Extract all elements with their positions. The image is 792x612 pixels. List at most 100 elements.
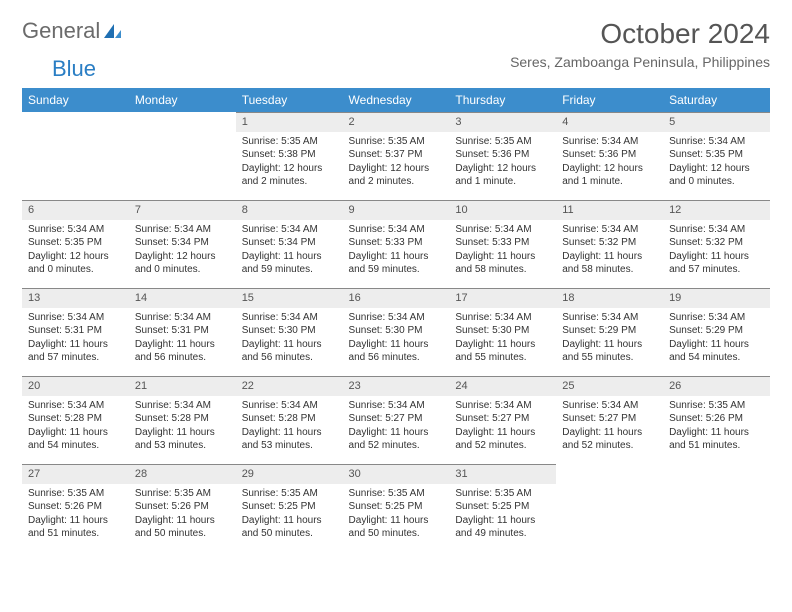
day-content: Sunrise: 5:34 AMSunset: 5:28 PMDaylight:… (236, 396, 343, 457)
sunrise-line: Sunrise: 5:34 AM (669, 135, 764, 149)
day-content: Sunrise: 5:34 AMSunset: 5:33 PMDaylight:… (343, 220, 450, 281)
daylight-line-2: and 56 minutes. (349, 351, 444, 365)
daylight-line-2: and 56 minutes. (135, 351, 230, 365)
day-content: Sunrise: 5:35 AMSunset: 5:25 PMDaylight:… (343, 484, 450, 545)
sunset-line: Sunset: 5:25 PM (242, 500, 337, 514)
daylight-line-2: and 59 minutes. (242, 263, 337, 277)
sunset-line: Sunset: 5:33 PM (349, 236, 444, 250)
calendar-day-cell: 12Sunrise: 5:34 AMSunset: 5:32 PMDayligh… (663, 200, 770, 288)
day-content: Sunrise: 5:34 AMSunset: 5:34 PMDaylight:… (129, 220, 236, 281)
daylight-line-2: and 57 minutes. (669, 263, 764, 277)
calendar-day-cell: 19Sunrise: 5:34 AMSunset: 5:29 PMDayligh… (663, 288, 770, 376)
sunset-line: Sunset: 5:29 PM (669, 324, 764, 338)
logo-text-blue: Blue (52, 56, 96, 82)
daylight-line-2: and 50 minutes. (349, 527, 444, 541)
sunset-line: Sunset: 5:31 PM (135, 324, 230, 338)
day-content: Sunrise: 5:34 AMSunset: 5:30 PMDaylight:… (236, 308, 343, 369)
sunset-line: Sunset: 5:28 PM (28, 412, 123, 426)
daylight-line-2: and 2 minutes. (242, 175, 337, 189)
daylight-line-1: Daylight: 11 hours (28, 338, 123, 352)
day-content: Sunrise: 5:34 AMSunset: 5:31 PMDaylight:… (129, 308, 236, 369)
sunset-line: Sunset: 5:28 PM (242, 412, 337, 426)
day-number: 16 (343, 288, 450, 308)
daylight-line-1: Daylight: 11 hours (242, 426, 337, 440)
calendar-week-row: 13Sunrise: 5:34 AMSunset: 5:31 PMDayligh… (22, 288, 770, 376)
daylight-line-1: Daylight: 11 hours (669, 426, 764, 440)
day-content: Sunrise: 5:35 AMSunset: 5:26 PMDaylight:… (22, 484, 129, 545)
sunrise-line: Sunrise: 5:34 AM (28, 399, 123, 413)
sunrise-line: Sunrise: 5:34 AM (455, 223, 550, 237)
calendar-week-row: 27Sunrise: 5:35 AMSunset: 5:26 PMDayligh… (22, 464, 770, 552)
sunrise-line: Sunrise: 5:35 AM (28, 487, 123, 501)
sunset-line: Sunset: 5:26 PM (28, 500, 123, 514)
sunset-line: Sunset: 5:30 PM (242, 324, 337, 338)
day-content: Sunrise: 5:35 AMSunset: 5:26 PMDaylight:… (663, 396, 770, 457)
daylight-line-1: Daylight: 11 hours (349, 250, 444, 264)
calendar-body: 1Sunrise: 5:35 AMSunset: 5:38 PMDaylight… (22, 112, 770, 552)
daylight-line-1: Daylight: 11 hours (455, 250, 550, 264)
daylight-line-1: Daylight: 12 hours (242, 162, 337, 176)
sunrise-line: Sunrise: 5:34 AM (669, 223, 764, 237)
sunset-line: Sunset: 5:25 PM (455, 500, 550, 514)
calendar-empty-cell (129, 112, 236, 200)
calendar-day-cell: 29Sunrise: 5:35 AMSunset: 5:25 PMDayligh… (236, 464, 343, 552)
calendar-day-cell: 4Sunrise: 5:34 AMSunset: 5:36 PMDaylight… (556, 112, 663, 200)
daylight-line-2: and 51 minutes. (669, 439, 764, 453)
day-content: Sunrise: 5:34 AMSunset: 5:36 PMDaylight:… (556, 132, 663, 193)
day-content: Sunrise: 5:35 AMSunset: 5:38 PMDaylight:… (236, 132, 343, 193)
calendar-day-cell: 21Sunrise: 5:34 AMSunset: 5:28 PMDayligh… (129, 376, 236, 464)
day-content: Sunrise: 5:34 AMSunset: 5:32 PMDaylight:… (556, 220, 663, 281)
day-content: Sunrise: 5:34 AMSunset: 5:31 PMDaylight:… (22, 308, 129, 369)
day-number: 23 (343, 376, 450, 396)
day-number: 31 (449, 464, 556, 484)
calendar-empty-cell (22, 112, 129, 200)
day-number: 26 (663, 376, 770, 396)
daylight-line-2: and 57 minutes. (28, 351, 123, 365)
calendar-empty-cell (556, 464, 663, 552)
sunset-line: Sunset: 5:30 PM (455, 324, 550, 338)
weekday-header: Monday (129, 88, 236, 112)
logo: General (22, 18, 122, 44)
month-title: October 2024 (510, 18, 770, 50)
calendar-day-cell: 14Sunrise: 5:34 AMSunset: 5:31 PMDayligh… (129, 288, 236, 376)
daylight-line-2: and 50 minutes. (242, 527, 337, 541)
day-number: 4 (556, 112, 663, 132)
daylight-line-1: Daylight: 11 hours (28, 514, 123, 528)
daylight-line-2: and 1 minute. (562, 175, 657, 189)
logo-sail-icon (102, 22, 122, 40)
sunrise-line: Sunrise: 5:34 AM (242, 311, 337, 325)
day-number: 29 (236, 464, 343, 484)
calendar-day-cell: 10Sunrise: 5:34 AMSunset: 5:33 PMDayligh… (449, 200, 556, 288)
day-content: Sunrise: 5:35 AMSunset: 5:36 PMDaylight:… (449, 132, 556, 193)
calendar-day-cell: 23Sunrise: 5:34 AMSunset: 5:27 PMDayligh… (343, 376, 450, 464)
day-number: 5 (663, 112, 770, 132)
calendar-day-cell: 8Sunrise: 5:34 AMSunset: 5:34 PMDaylight… (236, 200, 343, 288)
day-number: 6 (22, 200, 129, 220)
sunset-line: Sunset: 5:37 PM (349, 148, 444, 162)
daylight-line-2: and 1 minute. (455, 175, 550, 189)
day-number: 19 (663, 288, 770, 308)
daylight-line-1: Daylight: 11 hours (562, 250, 657, 264)
sunset-line: Sunset: 5:36 PM (455, 148, 550, 162)
daylight-line-1: Daylight: 12 hours (562, 162, 657, 176)
sunset-line: Sunset: 5:30 PM (349, 324, 444, 338)
sunrise-line: Sunrise: 5:35 AM (135, 487, 230, 501)
daylight-line-1: Daylight: 12 hours (455, 162, 550, 176)
daylight-line-2: and 50 minutes. (135, 527, 230, 541)
daylight-line-1: Daylight: 11 hours (349, 338, 444, 352)
sunrise-line: Sunrise: 5:35 AM (349, 487, 444, 501)
day-number: 11 (556, 200, 663, 220)
day-number: 21 (129, 376, 236, 396)
sunset-line: Sunset: 5:29 PM (562, 324, 657, 338)
daylight-line-1: Daylight: 11 hours (455, 338, 550, 352)
calendar-day-cell: 3Sunrise: 5:35 AMSunset: 5:36 PMDaylight… (449, 112, 556, 200)
day-number: 28 (129, 464, 236, 484)
daylight-line-1: Daylight: 12 hours (669, 162, 764, 176)
daylight-line-2: and 0 minutes. (28, 263, 123, 277)
weekday-header: Thursday (449, 88, 556, 112)
calendar-day-cell: 9Sunrise: 5:34 AMSunset: 5:33 PMDaylight… (343, 200, 450, 288)
daylight-line-1: Daylight: 11 hours (135, 514, 230, 528)
day-content: Sunrise: 5:34 AMSunset: 5:27 PMDaylight:… (343, 396, 450, 457)
day-content: Sunrise: 5:34 AMSunset: 5:32 PMDaylight:… (663, 220, 770, 281)
day-number: 2 (343, 112, 450, 132)
